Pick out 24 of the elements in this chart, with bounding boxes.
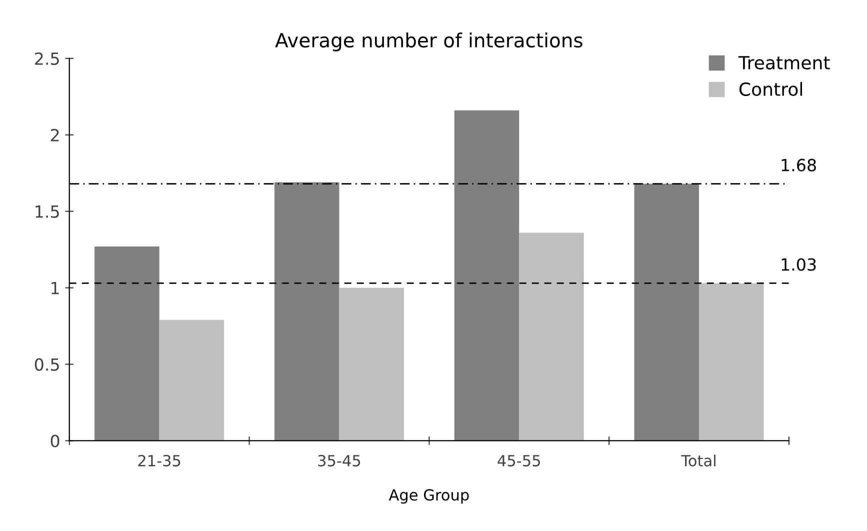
ref-line-label: 1.03: [782, 258, 816, 271]
y-tick-label: 2: [50, 128, 59, 142]
y-tick-label: 1: [52, 282, 59, 294]
bar: [94, 246, 160, 441]
y-tick-label: 0.5: [34, 358, 59, 371]
x-tick-label: 35-45: [318, 454, 360, 466]
y-tick-label: 1.5: [36, 206, 59, 218]
y-tick-label: 2.5: [35, 52, 59, 65]
x-tick-label: 21-35: [138, 454, 180, 466]
y-tick-label: 0: [50, 434, 60, 448]
bar: [274, 182, 340, 441]
ref-line-label: 1.68: [782, 158, 816, 172]
x-axis-title: Age Group: [388, 489, 469, 504]
bar: [159, 320, 224, 441]
bar: [634, 184, 700, 441]
legend-label: Treatment: [738, 56, 830, 70]
bar: [519, 232, 584, 441]
x-tick-label: 45-55: [498, 455, 540, 466]
bar: [454, 110, 520, 441]
x-tick-label: Total: [681, 454, 716, 466]
chart-title: Average number of interactions: [275, 32, 582, 52]
bar: [699, 283, 764, 441]
legend-label: Control: [739, 82, 802, 96]
bar: [339, 288, 404, 441]
